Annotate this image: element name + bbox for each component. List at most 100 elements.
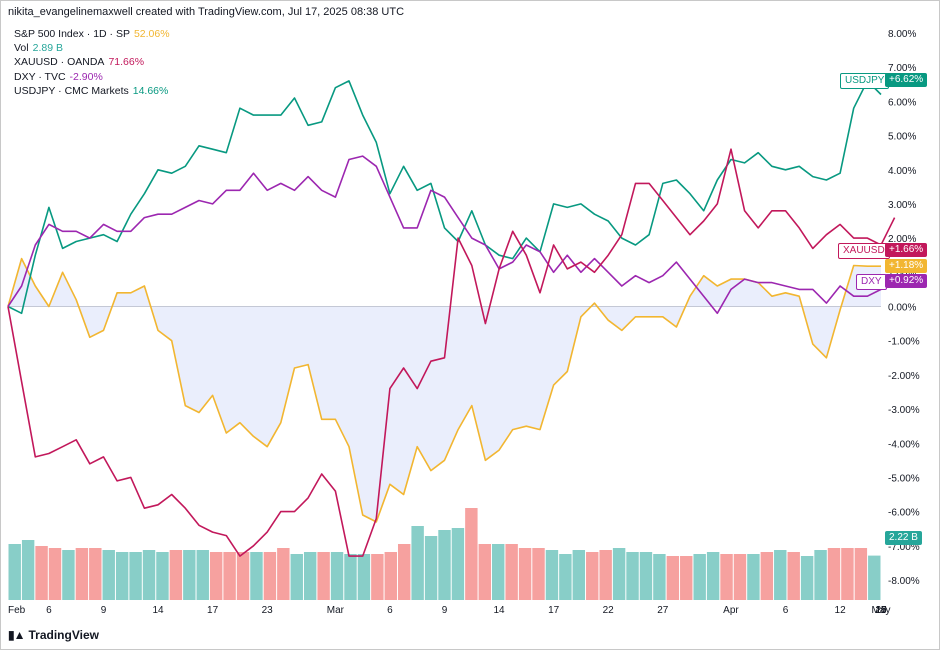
series-lines — [7, 80, 896, 557]
x-tick-label: 20 — [875, 605, 887, 616]
series-line-usdjpy — [7, 80, 882, 315]
volume-bar — [89, 548, 102, 600]
y-tick-label: 0.00% — [888, 303, 916, 314]
legend-value: 2.89 B — [32, 42, 63, 55]
legend-vol[interactable]: Vol 2.89 B — [14, 41, 170, 55]
volume-bar — [465, 508, 478, 600]
volume-bar — [344, 554, 357, 600]
volume-bar — [532, 548, 545, 600]
volume-bar — [827, 548, 841, 600]
tradingview-logo[interactable]: ▮▲ TradingView — [8, 628, 99, 642]
legend-label: USDJPY · CMC Markets — [14, 84, 129, 97]
spx-area-fill — [8, 258, 881, 522]
volume-bar — [115, 552, 129, 600]
legend-dxy[interactable]: DXY · TVC -2.90% — [14, 70, 170, 84]
y-tick-label: -1.00% — [888, 337, 920, 348]
volume-bar — [572, 550, 586, 600]
volume-bar — [21, 540, 35, 600]
y-tick-label: -4.00% — [888, 439, 920, 450]
volume-bar — [747, 554, 760, 600]
series-line-xauusd — [7, 148, 896, 557]
volume-bar — [236, 552, 250, 600]
x-tick-label: Feb — [8, 605, 26, 616]
volume-bar — [438, 530, 451, 600]
legend-label: S&P 500 Index · 1D · SP — [14, 28, 130, 40]
volume-bar — [720, 554, 733, 600]
volume-bar — [666, 556, 680, 600]
volume-bar — [263, 552, 277, 600]
volume-bar — [492, 544, 505, 600]
y-tick-label: -5.00% — [888, 473, 920, 484]
spx-value-badge: +1.18% — [885, 259, 928, 273]
usdjpy-name-badge: USDJPY — [840, 73, 890, 89]
volume-bar — [424, 536, 438, 600]
volume-bar — [612, 548, 626, 600]
y-tick-label: 5.00% — [888, 132, 916, 143]
xauusd-name-badge: XAUUSD — [838, 243, 890, 259]
y-tick-label: 4.00% — [888, 166, 916, 177]
volume-bar — [586, 552, 599, 600]
dxy-name-badge: DXY — [856, 274, 887, 290]
series-line-spx — [7, 257, 881, 523]
volume-bar — [545, 550, 559, 600]
x-tick-label: 27 — [657, 605, 669, 616]
x-tick-label: 14 — [494, 605, 506, 616]
spx-area — [8, 258, 881, 522]
volume-bar — [75, 548, 89, 600]
legend-label: XAUUSD · OANDA — [14, 56, 105, 69]
y-tick-label: -2.00% — [888, 371, 920, 382]
xauusd-value-badge: +1.66% — [885, 243, 928, 257]
volume-bar — [854, 548, 868, 600]
volume-bar — [48, 548, 62, 600]
legend-label: DXY · TVC — [14, 70, 66, 83]
x-tick-label: 12 — [835, 605, 847, 616]
volume-bar — [209, 552, 223, 600]
legend-spx[interactable]: S&P 500 Index · 1D · SP 52.06% — [14, 27, 170, 41]
x-tick-label: 17 — [875, 605, 887, 616]
volume-bar — [277, 548, 290, 600]
y-tick-label: 3.00% — [888, 200, 916, 211]
legend-value: 14.66% — [132, 84, 169, 97]
y-tick-label: 8.00% — [888, 29, 916, 40]
volume-bar — [129, 552, 142, 600]
volume-bar — [814, 550, 827, 600]
y-tick-label: 1.00% — [888, 268, 916, 279]
usdjpy-value-badge: +6.62% — [885, 73, 928, 87]
volume-bar — [693, 554, 706, 600]
volume-bar — [156, 552, 169, 600]
volume-bar — [774, 550, 787, 600]
x-tick-label: 9 — [101, 605, 107, 616]
volume-value-badge: 2.22 B — [885, 531, 922, 545]
x-tick-label: Mar — [327, 605, 345, 616]
volume-bar — [706, 552, 720, 600]
x-tick-label: Apr — [723, 605, 739, 616]
legend-value: 52.06% — [133, 28, 170, 40]
dxy-value-badge: +0.92% — [885, 274, 928, 288]
volume-bar — [626, 552, 639, 600]
volume-bar — [733, 554, 747, 600]
legend-usdjpy[interactable]: USDJPY · CMC Markets 14.66% — [14, 84, 170, 98]
legend-value: 71.66% — [108, 56, 145, 69]
legend-xauusd[interactable]: XAUUSD · OANDA 71.66% — [14, 55, 170, 69]
x-tick-label: 23 — [262, 605, 274, 616]
volume-bar — [841, 548, 854, 600]
tradingview-logo-icon: ▮▲ — [8, 628, 26, 642]
volume-bar — [760, 552, 774, 600]
volume-bar — [397, 544, 411, 600]
x-tick-label: 17 — [548, 605, 560, 616]
volume-bar — [787, 552, 800, 600]
volume-bar — [371, 554, 384, 600]
chart-credit: nikita_evangelinemaxwell created with Tr… — [8, 6, 405, 18]
x-tick-label: 9 — [442, 605, 448, 616]
volume-bar — [639, 552, 653, 600]
y-tick-label: -6.00% — [888, 508, 920, 519]
legend-value: -2.90% — [69, 70, 103, 83]
volume-bar — [250, 552, 263, 600]
x-tick-label: May — [872, 605, 891, 616]
volume-bar — [518, 548, 532, 600]
volume-bars — [8, 508, 881, 600]
x-tick-label: 6 — [387, 605, 393, 616]
y-tick-label: 6.00% — [888, 97, 916, 108]
